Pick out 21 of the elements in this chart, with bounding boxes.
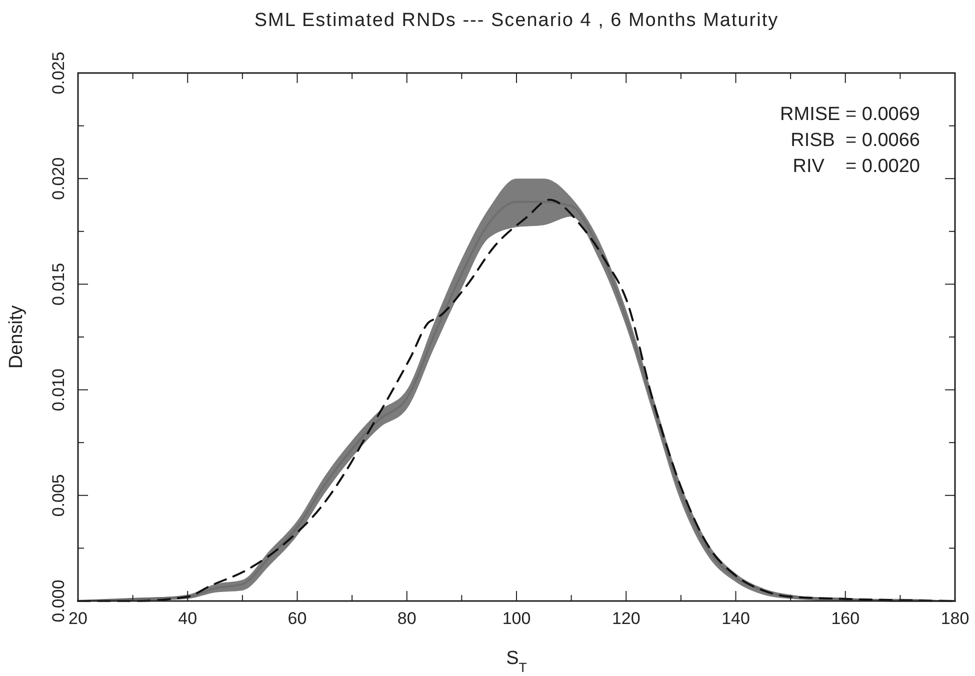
y-tick-label: 0.015 — [49, 262, 68, 306]
y-tick-label: 0.000 — [49, 580, 68, 622]
annotation: RIV = 0.0020 — [792, 156, 920, 177]
x-tick-label: 20 — [68, 609, 88, 628]
y-axis-title: Density — [6, 304, 27, 369]
chart-title: SML Estimated RNDs --- Scenario 4 , 6 Months Maturity — [254, 10, 779, 31]
x-tick-label: 100 — [502, 609, 531, 628]
x-tick-label: 120 — [612, 609, 640, 628]
x-tick-label: 180 — [940, 609, 970, 628]
x-tick-label: 160 — [831, 609, 860, 628]
y-tick-label: 0.005 — [49, 474, 68, 517]
y-tick-label: 0.025 — [49, 52, 68, 94]
x-tick-label: 40 — [178, 609, 198, 628]
annotation: RISB = 0.0066 — [790, 130, 920, 151]
x-tick-label: 140 — [722, 609, 750, 628]
y-tick-label: 0.010 — [49, 368, 68, 412]
x-tick-label: 80 — [397, 609, 416, 628]
x-tick-label: 60 — [288, 609, 307, 628]
y-tick-label: 0.020 — [49, 157, 68, 200]
x-axis-title: S$_{T}$ — [506, 648, 527, 674]
annotation: RMISE = 0.0069 — [780, 104, 920, 125]
